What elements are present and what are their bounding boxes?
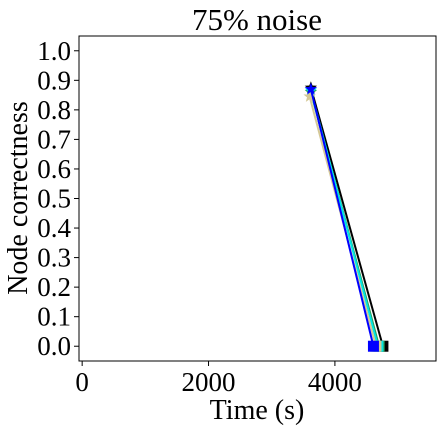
- data-point-square: [367, 340, 379, 352]
- y-tick-label: 0.2: [37, 272, 71, 302]
- series: [304, 82, 379, 352]
- chart-title: 75% noise: [192, 2, 322, 37]
- x-axis: 0 2000 4000: [75, 361, 362, 397]
- data-point-star: [304, 82, 318, 95]
- series-layer: [303, 81, 389, 352]
- y-tick-label: 0.0: [37, 331, 71, 361]
- y-tick-label: 0.9: [37, 65, 71, 95]
- plot-frame: [78, 35, 437, 362]
- y-axis: 0.00.10.20.30.40.50.60.70.80.91.0: [37, 36, 79, 361]
- series-line: [309, 87, 384, 347]
- y-tick-label: 0.5: [37, 184, 71, 214]
- y-tick-label: 0.8: [37, 95, 71, 125]
- series-line: [309, 88, 375, 347]
- x-tick-label: 0: [75, 367, 89, 397]
- y-axis-title: Node correctness: [3, 101, 34, 295]
- y-tick-label: 0.6: [37, 154, 71, 184]
- y-tick-label: 0.1: [37, 302, 71, 332]
- y-tick-label: 1.0: [37, 36, 71, 66]
- y-tick-label: 0.4: [37, 213, 71, 243]
- x-axis-title: Time (s): [210, 395, 305, 426]
- y-tick-label: 0.7: [37, 124, 71, 154]
- x-tick-label: 2000: [182, 367, 236, 397]
- data-point-star: [303, 90, 316, 102]
- x-tick-label: 4000: [308, 367, 362, 397]
- y-tick-label: 0.3: [37, 243, 71, 273]
